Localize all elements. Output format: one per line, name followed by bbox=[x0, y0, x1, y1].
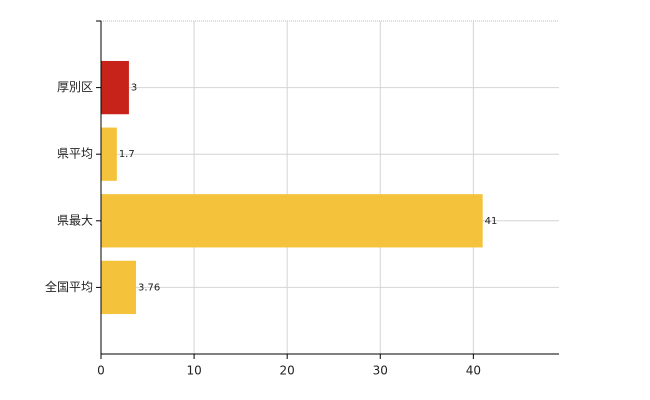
y-tick-label: 厚別区 bbox=[57, 80, 93, 94]
y-tick-label: 全国平均 bbox=[45, 279, 93, 294]
bar bbox=[101, 260, 137, 315]
value-label: 3.76 bbox=[138, 282, 160, 293]
value-label: 41 bbox=[485, 216, 498, 227]
x-tick-label: 30 bbox=[373, 364, 388, 378]
value-label: 1.7 bbox=[119, 149, 135, 160]
bar bbox=[101, 127, 117, 181]
value-label: 3 bbox=[131, 83, 137, 94]
x-tick-label: 0 bbox=[97, 364, 105, 378]
y-tick-label: 県平均 bbox=[57, 147, 93, 161]
bar bbox=[101, 60, 129, 115]
x-tick-label: 40 bbox=[466, 364, 481, 378]
x-tick-label: 10 bbox=[186, 364, 201, 378]
bar bbox=[101, 194, 483, 248]
y-tick-label: 県最大 bbox=[57, 213, 93, 227]
x-tick-label: 20 bbox=[280, 364, 295, 378]
